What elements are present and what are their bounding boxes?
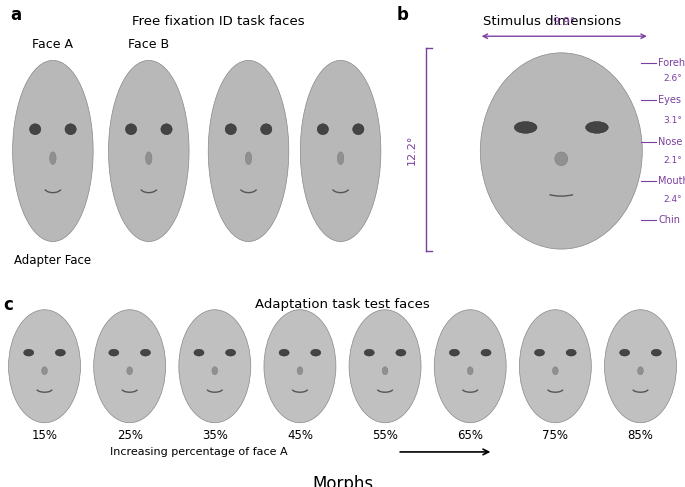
Text: 85%: 85% xyxy=(627,429,653,442)
Ellipse shape xyxy=(8,310,81,423)
Ellipse shape xyxy=(29,124,41,135)
Text: Free fixation ID task faces: Free fixation ID task faces xyxy=(132,15,304,28)
Ellipse shape xyxy=(382,367,388,375)
Ellipse shape xyxy=(109,349,119,356)
Ellipse shape xyxy=(449,349,460,356)
Ellipse shape xyxy=(434,310,506,423)
Ellipse shape xyxy=(65,124,76,135)
Text: 15%: 15% xyxy=(32,429,58,442)
Ellipse shape xyxy=(297,367,303,375)
Text: 2.6°: 2.6° xyxy=(663,74,682,83)
Ellipse shape xyxy=(264,310,336,423)
Ellipse shape xyxy=(49,152,56,165)
Text: Face A: Face A xyxy=(32,38,73,51)
Text: Nose: Nose xyxy=(658,137,683,147)
Ellipse shape xyxy=(519,310,591,423)
Ellipse shape xyxy=(245,152,252,165)
Text: Stimulus dimensions: Stimulus dimensions xyxy=(484,15,621,28)
Text: b: b xyxy=(397,6,408,24)
Ellipse shape xyxy=(586,122,608,133)
Ellipse shape xyxy=(481,349,491,356)
Text: 55%: 55% xyxy=(372,429,398,442)
Ellipse shape xyxy=(337,152,344,165)
Ellipse shape xyxy=(179,310,251,423)
Text: 75%: 75% xyxy=(543,429,569,442)
Ellipse shape xyxy=(396,349,406,356)
Text: 3.1°: 3.1° xyxy=(663,116,682,125)
Text: Adaptation task test faces: Adaptation task test faces xyxy=(255,298,430,311)
Ellipse shape xyxy=(620,349,630,356)
Text: Face B: Face B xyxy=(128,38,169,51)
Ellipse shape xyxy=(514,122,537,133)
Text: Increasing percentage of face A: Increasing percentage of face A xyxy=(110,447,288,457)
Ellipse shape xyxy=(638,367,643,375)
Ellipse shape xyxy=(225,349,236,356)
Ellipse shape xyxy=(480,53,643,249)
Ellipse shape xyxy=(566,349,576,356)
Text: 9.9°: 9.9° xyxy=(553,17,576,27)
Ellipse shape xyxy=(161,124,172,135)
Ellipse shape xyxy=(108,60,189,242)
Text: Adapter Face: Adapter Face xyxy=(14,254,91,266)
Ellipse shape xyxy=(534,349,545,356)
Text: Mouth: Mouth xyxy=(658,176,685,186)
Text: c: c xyxy=(3,296,13,314)
Text: a: a xyxy=(11,6,22,24)
Ellipse shape xyxy=(651,349,661,356)
Text: 65%: 65% xyxy=(457,429,483,442)
Ellipse shape xyxy=(349,310,421,423)
Ellipse shape xyxy=(353,124,364,135)
Text: Morphs: Morphs xyxy=(312,475,373,487)
Text: 2.1°: 2.1° xyxy=(663,155,682,165)
Ellipse shape xyxy=(225,124,236,135)
Ellipse shape xyxy=(145,152,152,165)
Ellipse shape xyxy=(94,310,166,423)
Ellipse shape xyxy=(553,367,558,375)
Ellipse shape xyxy=(555,152,568,166)
Ellipse shape xyxy=(300,60,381,242)
Ellipse shape xyxy=(55,349,65,356)
Ellipse shape xyxy=(364,349,374,356)
Ellipse shape xyxy=(279,349,289,356)
Text: 45%: 45% xyxy=(287,429,313,442)
Ellipse shape xyxy=(208,60,289,242)
Ellipse shape xyxy=(24,349,34,356)
Text: 35%: 35% xyxy=(202,429,227,442)
Ellipse shape xyxy=(317,124,329,135)
Text: Eyes: Eyes xyxy=(658,94,682,105)
Ellipse shape xyxy=(212,367,218,375)
Text: 25%: 25% xyxy=(116,429,142,442)
Ellipse shape xyxy=(311,349,321,356)
Ellipse shape xyxy=(467,367,473,375)
Ellipse shape xyxy=(605,310,676,423)
Ellipse shape xyxy=(42,367,47,375)
Ellipse shape xyxy=(127,367,132,375)
Ellipse shape xyxy=(12,60,93,242)
Text: Forehead: Forehead xyxy=(658,58,685,68)
Text: 12.2°: 12.2° xyxy=(407,134,417,165)
Ellipse shape xyxy=(140,349,151,356)
Text: Chin: Chin xyxy=(658,215,680,225)
Ellipse shape xyxy=(260,124,272,135)
Text: 2.4°: 2.4° xyxy=(664,195,682,204)
Ellipse shape xyxy=(194,349,204,356)
Ellipse shape xyxy=(125,124,137,135)
